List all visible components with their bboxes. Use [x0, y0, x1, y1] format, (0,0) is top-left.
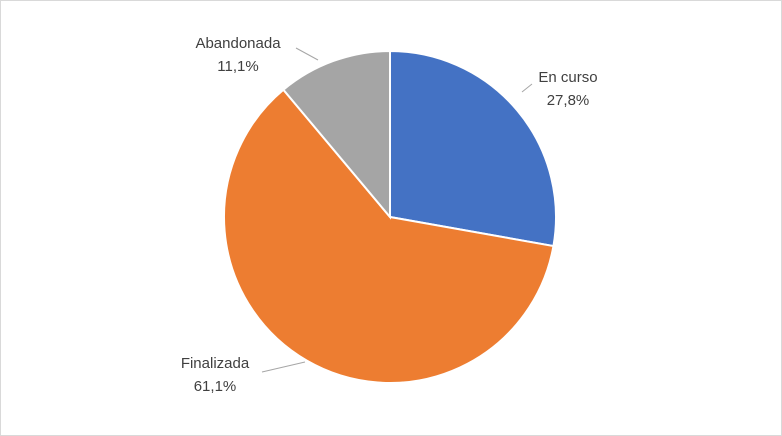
pie-slice	[389, 49, 557, 248]
slice-label: Abandonada	[195, 35, 281, 52]
pie-slice	[223, 88, 555, 384]
slice-value-label: 61,1%	[194, 378, 237, 395]
slice-value-label: 11,1%	[217, 58, 258, 75]
leader-line	[521, 83, 533, 93]
leader-line	[295, 47, 319, 61]
pie-slice	[281, 49, 391, 220]
slice-label: En curso	[538, 69, 597, 86]
leader-line	[261, 361, 306, 373]
slice-label: Finalizada	[181, 355, 250, 372]
slice-value-label: 27,8%	[547, 92, 590, 109]
